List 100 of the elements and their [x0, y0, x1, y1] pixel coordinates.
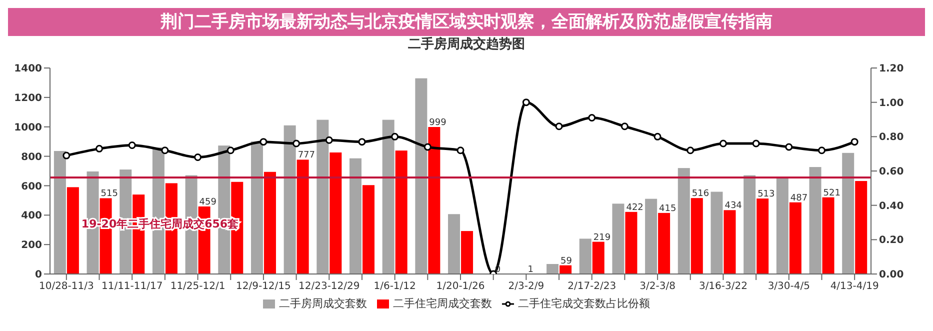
bar — [776, 177, 788, 274]
y2-tick-label: 0.60 — [879, 166, 904, 178]
data-label: 516 — [692, 189, 710, 200]
y2-tick-label: 0.00 — [879, 270, 904, 281]
point — [96, 144, 104, 152]
bar — [250, 141, 263, 274]
y-tick-label: 200 — [21, 240, 42, 252]
point — [194, 154, 202, 162]
bar — [330, 152, 342, 274]
bar — [789, 202, 802, 274]
data-label: 487 — [790, 193, 808, 204]
bar — [448, 214, 460, 274]
bar — [284, 125, 296, 274]
point — [161, 146, 169, 154]
point — [292, 140, 300, 148]
y2-tick-label: 0.40 — [879, 200, 904, 212]
bar — [579, 238, 592, 274]
bar — [362, 185, 374, 274]
point — [522, 98, 530, 106]
x-tick-label: 10/28-11/3 — [38, 281, 94, 292]
bar — [678, 168, 690, 274]
y2-tick-label: 1.00 — [879, 98, 904, 109]
bar — [690, 198, 703, 274]
bar — [461, 231, 474, 274]
y-tick-label: 800 — [21, 152, 42, 163]
data-label: 415 — [659, 204, 676, 214]
point — [391, 132, 399, 140]
point — [620, 122, 628, 130]
x-tick-label: 3/30-4/5 — [768, 281, 810, 292]
bar — [350, 158, 362, 274]
point — [686, 146, 694, 154]
bar — [710, 192, 723, 274]
point — [260, 138, 268, 146]
bar — [296, 160, 309, 274]
bar — [546, 264, 559, 274]
data-label: 999 — [429, 118, 447, 128]
y2-tick-label: 1.20 — [879, 64, 904, 75]
point — [555, 122, 563, 130]
point — [818, 146, 826, 154]
data-label: 434 — [724, 201, 742, 212]
y-tick-label: 600 — [21, 181, 42, 192]
bar — [756, 198, 769, 274]
data-label: 777 — [298, 150, 316, 161]
bar — [382, 120, 394, 274]
bar — [264, 172, 276, 274]
bar — [592, 242, 604, 274]
bar — [625, 212, 638, 274]
data-label: 422 — [626, 202, 644, 213]
bar — [316, 120, 329, 274]
point — [654, 132, 662, 140]
legend-label: 二手房周成交套数 — [279, 297, 367, 310]
bar — [724, 210, 736, 274]
bar — [428, 127, 440, 274]
x-tick-label: 1/20-1/26 — [436, 281, 485, 292]
x-tick-label: 12/23-12/29 — [298, 281, 360, 292]
bar — [855, 181, 868, 274]
y-tick-label: 1200 — [14, 92, 42, 104]
data-label: 1 — [528, 264, 534, 275]
data-label: 521 — [823, 188, 840, 198]
bar — [66, 187, 79, 274]
x-tick-label: 3/2-3/8 — [640, 281, 676, 292]
data-label: 459 — [199, 197, 217, 208]
bar — [560, 265, 572, 274]
data-label: 515 — [100, 189, 118, 200]
point — [719, 140, 727, 148]
point — [588, 114, 596, 122]
bar — [822, 197, 834, 274]
y2-tick-label: 0.20 — [879, 235, 904, 246]
x-tick-label: 11/11-11/17 — [101, 281, 163, 292]
x-tick-label: 3/16-3/22 — [698, 281, 748, 292]
point — [752, 140, 760, 148]
x-tick-label: 4/13-4/19 — [830, 281, 879, 292]
bar — [658, 212, 670, 274]
point — [785, 143, 793, 151]
legend-label: 二手住宅成交套数占比份额 — [518, 297, 650, 310]
y2-tick-label: 0.80 — [879, 132, 904, 144]
point — [62, 152, 70, 160]
bar — [54, 150, 66, 274]
bar — [645, 198, 658, 274]
x-tick-label: 11/25-12/1 — [170, 281, 226, 292]
legend-label: 二手住宅周成交套数 — [393, 297, 492, 310]
bar — [744, 175, 756, 274]
point — [456, 146, 464, 154]
x-tick-label: 12/9-12/15 — [236, 281, 291, 292]
data-label: 219 — [593, 232, 611, 243]
chart-title: 荆门二手房市场最新动态与北京疫情区域实时观察，全面解析及防范虚假宣传指南 — [8, 8, 925, 36]
x-tick-label: 2/17-2/23 — [568, 281, 616, 292]
y-tick-label: 400 — [21, 210, 42, 222]
data-label: 59 — [560, 256, 572, 266]
point — [358, 138, 366, 146]
y-tick-label: 0 — [35, 270, 42, 281]
point — [850, 138, 858, 146]
bar — [395, 150, 408, 274]
point — [424, 143, 432, 151]
x-tick-label: 2/3-2/9 — [508, 281, 544, 292]
x-tick-label: 1/6-1/12 — [374, 281, 416, 292]
bar — [415, 78, 428, 274]
y-tick-label: 1400 — [14, 64, 42, 75]
data-label: 513 — [758, 190, 775, 200]
bar — [842, 152, 854, 274]
